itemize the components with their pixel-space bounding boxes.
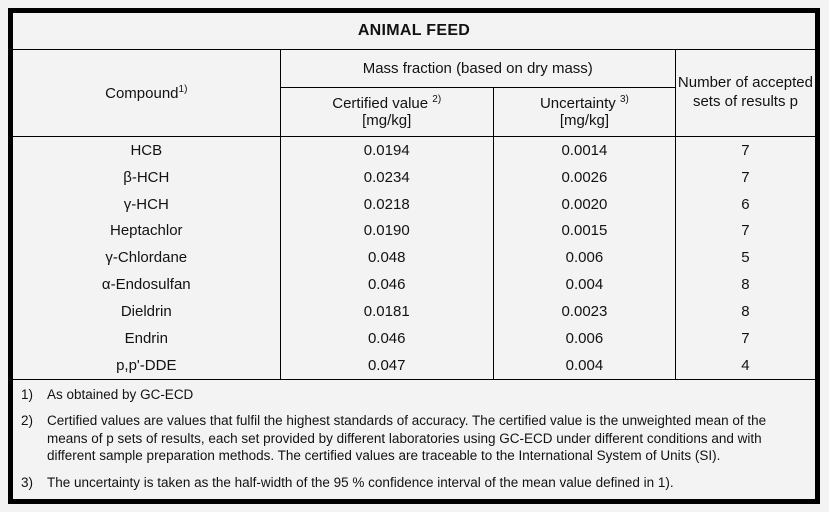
footnote-2-text: Certified values are values that fulfil … — [47, 413, 767, 464]
cell-uncertainty: 0.0026 — [492, 163, 676, 191]
header-row-sub: Certified value 2) [mg/kg] Uncertainty 3… — [13, 87, 815, 137]
cell-compound: Dieldrin — [13, 297, 281, 325]
column-header-certified-value: Certified value 2) [mg/kg] — [279, 87, 494, 137]
cell-accepted-sets: 8 — [674, 297, 815, 325]
cell-certified-value: 0.0190 — [279, 217, 494, 245]
column-header-compound: Compound1) — [13, 49, 281, 137]
cell-accepted-sets: 4 — [674, 351, 815, 380]
cell-uncertainty: 0.006 — [492, 244, 676, 272]
table-row: p,p'-DDE 0.047 0.004 4 — [13, 351, 815, 380]
cell-certified-value: 0.046 — [279, 271, 494, 298]
footnote-1-marker: 1) — [21, 386, 34, 402]
footnote-3-text: The uncertainty is taken as the half-wid… — [47, 474, 674, 490]
table-header: ANIMAL FEED Compound1) Mass fraction (ba… — [13, 13, 815, 137]
table-row: γ-Chlordane 0.048 0.006 5 — [13, 244, 815, 272]
cell-certified-value: 0.048 — [279, 244, 494, 272]
table-body: HCB 0.0194 0.0014 7 β-HCH 0.0234 0.0026 … — [13, 136, 815, 380]
cell-accepted-sets: 7 — [674, 217, 815, 245]
cell-compound: γ-Chlordane — [13, 244, 281, 272]
certified-value-unit: [mg/kg] — [362, 112, 412, 129]
cell-certified-value: 0.0194 — [279, 136, 494, 164]
cell-compound: β-HCH — [13, 163, 281, 191]
table-title-row: ANIMAL FEED — [13, 13, 815, 50]
cell-compound: HCB — [13, 136, 281, 164]
footnotes-cell: 1) As obtained by GC-ECD 2) Certified va… — [13, 378, 815, 499]
cell-certified-value: 0.0234 — [279, 163, 494, 191]
footnote-1-text: As obtained by GC-ECD — [47, 386, 194, 402]
table-row: HCB 0.0194 0.0014 7 — [13, 136, 815, 164]
cell-certified-value: 0.0181 — [279, 297, 494, 325]
table-row: β-HCH 0.0234 0.0026 7 — [13, 163, 815, 191]
cell-compound: α-Endosulfan — [13, 271, 281, 298]
column-header-mass-fraction: Mass fraction (based on dry mass) — [279, 49, 676, 88]
cell-uncertainty: 0.0015 — [492, 217, 676, 245]
cell-uncertainty: 0.0014 — [492, 136, 676, 164]
cell-certified-value: 0.046 — [279, 324, 494, 352]
cell-uncertainty: 0.0020 — [492, 190, 676, 218]
cell-uncertainty: 0.006 — [492, 324, 676, 352]
column-header-accepted-sets: Number of accepted sets of results p — [675, 49, 815, 137]
compound-header-label: Compound — [105, 84, 179, 102]
column-header-uncertainty: Uncertainty 3) [mg/kg] — [492, 87, 676, 137]
table-row: Dieldrin 0.0181 0.0023 8 — [13, 297, 815, 325]
table-row: Heptachlor 0.0190 0.0015 7 — [13, 217, 815, 245]
cell-compound: Heptachlor — [13, 217, 281, 245]
footnote-3-marker: 3) — [21, 474, 34, 490]
cell-compound: p,p'-DDE — [13, 351, 281, 380]
cell-accepted-sets: 5 — [674, 244, 815, 272]
footnotes-row: 1) As obtained by GC-ECD 2) Certified va… — [13, 378, 815, 499]
cell-accepted-sets: 6 — [674, 190, 815, 218]
animal-feed-table-frame: ANIMAL FEED Compound1) Mass fraction (ba… — [8, 8, 820, 504]
cell-accepted-sets: 7 — [674, 136, 815, 164]
cell-certified-value: 0.0218 — [279, 190, 494, 218]
footnote-2: 2) Certified values are values that fulf… — [21, 412, 805, 465]
footnote-2-marker: 2) — [21, 413, 34, 429]
animal-feed-table: ANIMAL FEED Compound1) Mass fraction (ba… — [13, 13, 815, 499]
table-footnotes-section: 1) As obtained by GC-ECD 2) Certified va… — [13, 378, 815, 499]
cell-uncertainty: 0.004 — [492, 271, 676, 298]
certified-value-header-label: Certified value — [332, 95, 429, 112]
table-title: ANIMAL FEED — [13, 13, 815, 50]
header-row-top: Compound1) Mass fraction (based on dry m… — [13, 49, 815, 137]
cell-uncertainty: 0.0023 — [492, 297, 676, 325]
table-row: Endrin 0.046 0.006 7 — [13, 324, 815, 352]
cell-uncertainty: 0.004 — [492, 351, 676, 380]
cell-certified-value: 0.047 — [279, 351, 494, 380]
table-row: α-Endosulfan 0.046 0.004 8 — [13, 271, 815, 298]
footnote-3: 3) The uncertainty is taken as the half-… — [21, 474, 805, 492]
footnote-ref-1: 1) — [178, 83, 188, 95]
footnote-1: 1) As obtained by GC-ECD — [21, 386, 805, 404]
uncertainty-unit: [mg/kg] — [559, 112, 609, 129]
cell-compound: γ-HCH — [13, 190, 281, 218]
footnote-ref-3: 3) — [619, 94, 629, 105]
cell-accepted-sets: 8 — [674, 271, 815, 298]
footnote-ref-2: 2) — [432, 94, 442, 105]
cell-accepted-sets: 7 — [674, 163, 815, 191]
cell-accepted-sets: 7 — [674, 324, 815, 352]
cell-compound: Endrin — [13, 324, 281, 352]
uncertainty-header-label: Uncertainty — [539, 95, 616, 112]
table-row: γ-HCH 0.0218 0.0020 6 — [13, 190, 815, 218]
